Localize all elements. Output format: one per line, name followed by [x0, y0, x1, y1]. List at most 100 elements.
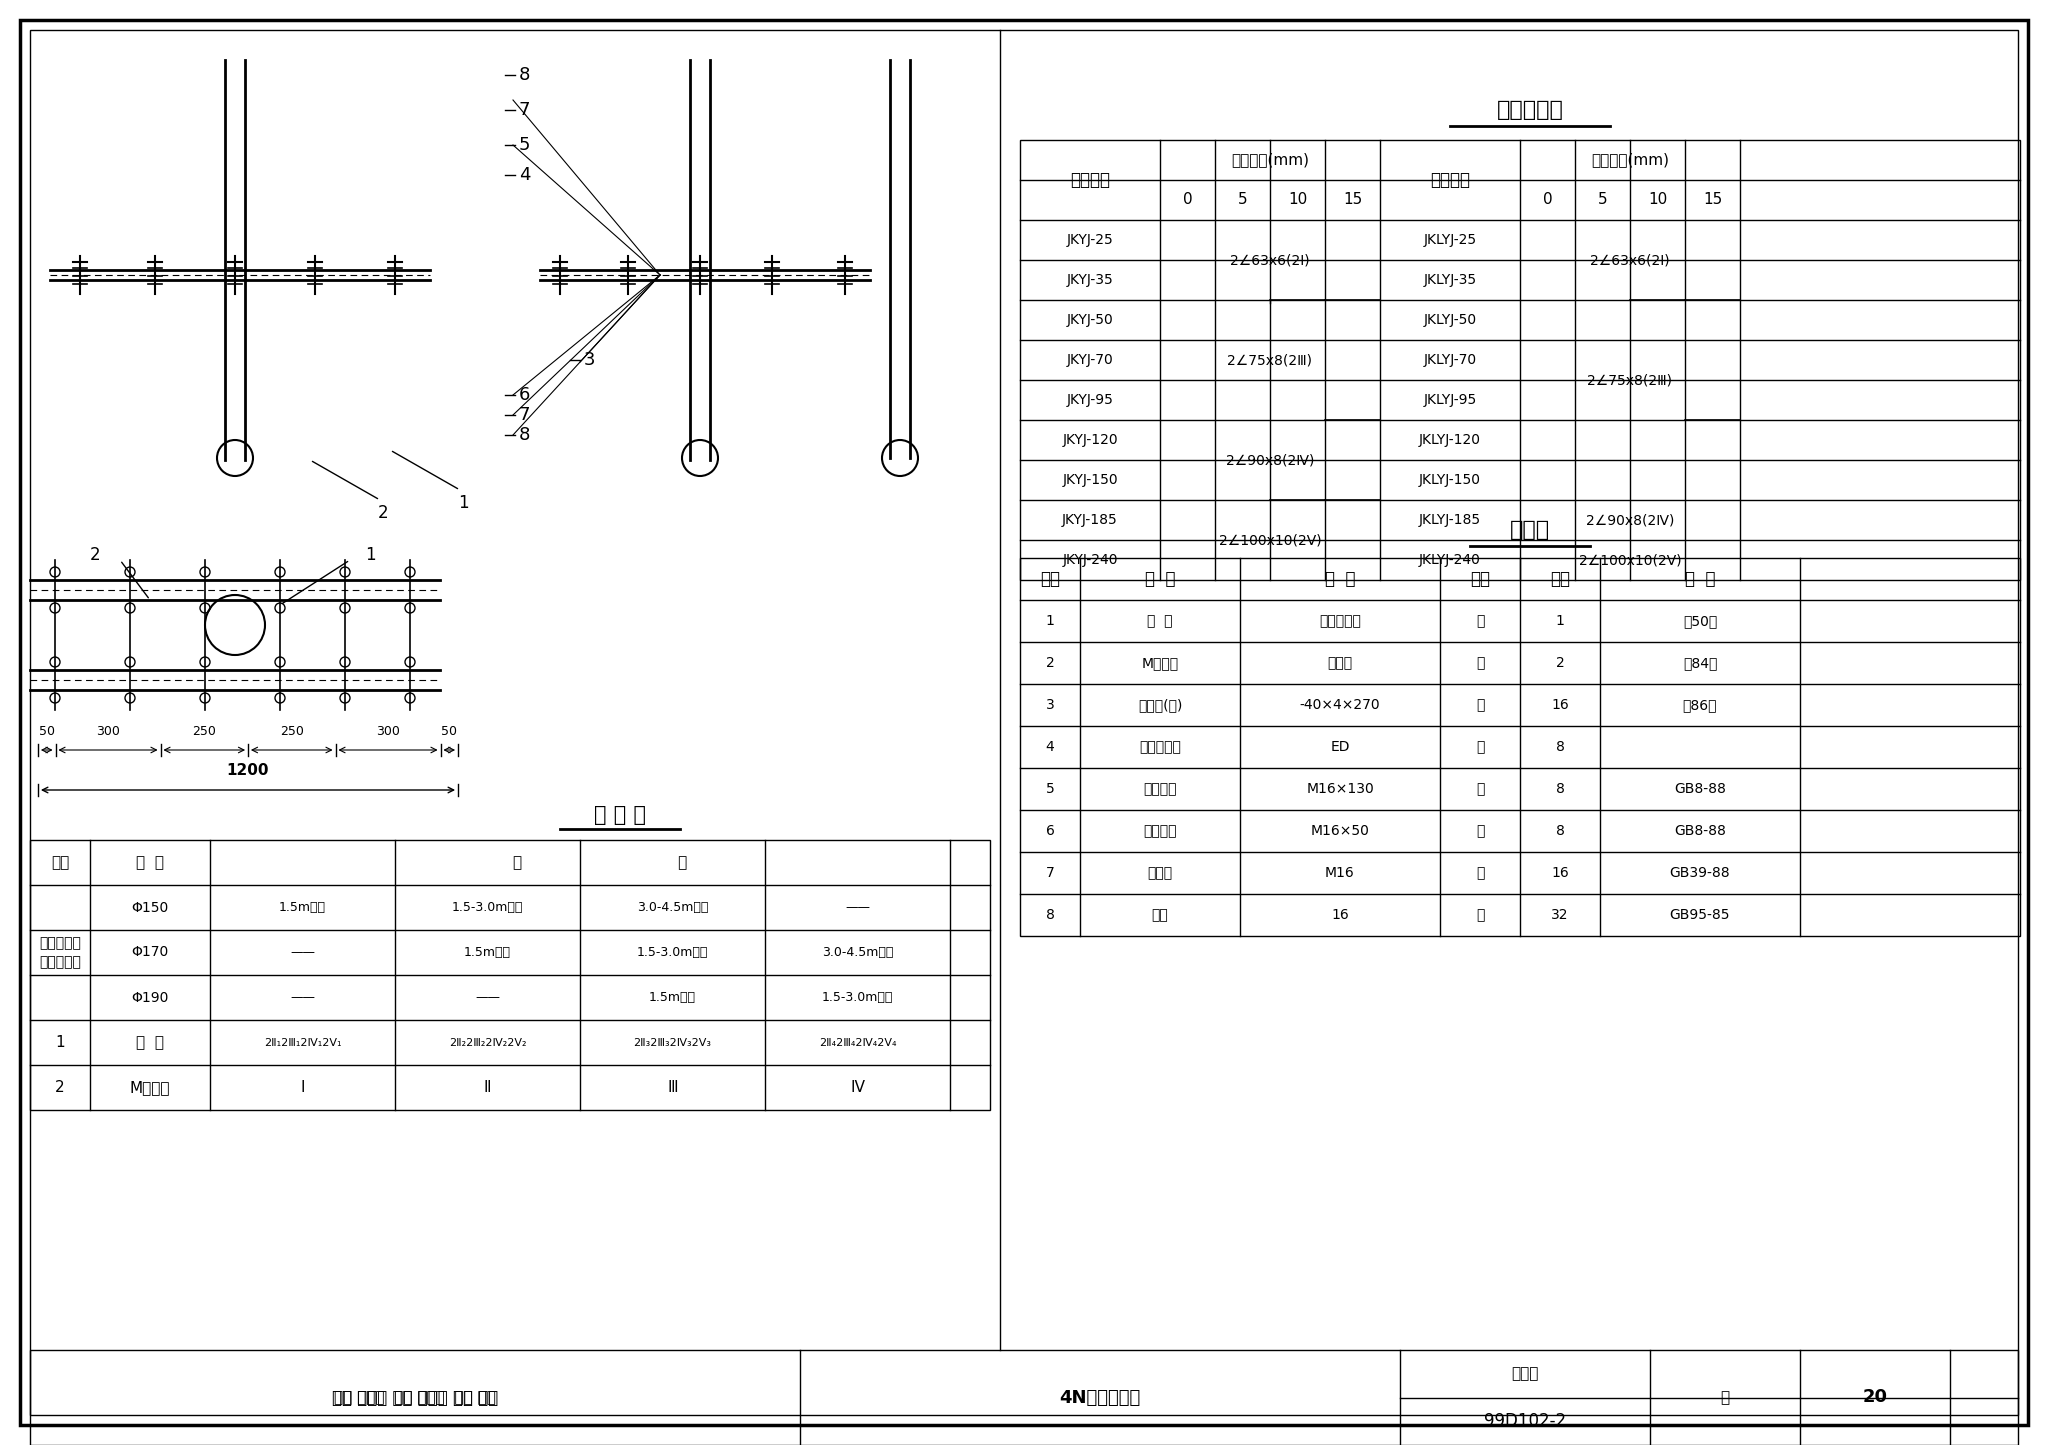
Text: 见左表: 见左表	[1327, 656, 1352, 670]
Text: 10: 10	[1288, 192, 1307, 208]
Bar	[31, 840, 989, 1110]
Text: 块: 块	[1477, 698, 1485, 712]
Text: 序号: 序号	[1040, 569, 1061, 588]
Text: 明细表: 明细表	[1509, 520, 1550, 540]
Text: 方头螺栓: 方头螺栓	[1143, 782, 1178, 796]
Text: 1: 1	[459, 494, 469, 512]
Text: 16: 16	[1331, 907, 1350, 922]
Text: 见50页: 见50页	[1683, 614, 1716, 629]
Text: 覆冰厚度(mm): 覆冰厚度(mm)	[1591, 153, 1669, 168]
Text: 16: 16	[1550, 698, 1569, 712]
Text: 2Ⅱ₄2Ⅲ₄2Ⅳ₄2Ⅴ₄: 2Ⅱ₄2Ⅲ₄2Ⅳ₄2Ⅴ₄	[819, 1038, 897, 1048]
Text: 2∠63x6(2Ⅰ): 2∠63x6(2Ⅰ)	[1589, 253, 1669, 267]
Text: M16: M16	[1325, 866, 1356, 880]
Text: 导线规格: 导线规格	[1430, 171, 1470, 189]
Text: 见86页: 见86页	[1683, 698, 1718, 712]
Text: 5: 5	[1237, 192, 1247, 208]
Text: 图集号: 图集号	[1511, 1367, 1538, 1381]
Text: M形抱铁: M形抱铁	[1141, 656, 1178, 670]
Text: JKYJ-150: JKYJ-150	[1063, 473, 1118, 487]
Text: Φ190: Φ190	[131, 990, 168, 1004]
Text: ——: ——	[846, 902, 870, 915]
Text: 审核 孙天进 校对 杨名柱 设计 石岸: 审核 孙天进 校对 杨名柱 设计 石岸	[332, 1389, 498, 1406]
Text: 3.0-4.5m以内: 3.0-4.5m以内	[821, 946, 893, 959]
Text: 个: 个	[1477, 907, 1485, 922]
Text: 3.0-4.5m以内: 3.0-4.5m以内	[637, 902, 709, 915]
Text: 个: 个	[1477, 866, 1485, 880]
Text: 名  称: 名 称	[135, 855, 164, 870]
Text: 1: 1	[365, 546, 375, 564]
Text: 7: 7	[518, 101, 530, 118]
Text: M形抱铁: M形抱铁	[129, 1079, 170, 1095]
Text: 3: 3	[584, 351, 596, 368]
Bar	[1020, 558, 2019, 936]
Text: 2: 2	[1047, 656, 1055, 670]
Text: 8: 8	[518, 66, 530, 84]
Text: JKLYJ-95: JKLYJ-95	[1423, 393, 1477, 407]
Text: 2∠75x8(2Ⅲ): 2∠75x8(2Ⅲ)	[1227, 353, 1313, 367]
Text: 2∠100x10(2Ⅴ): 2∠100x10(2Ⅴ)	[1579, 553, 1681, 566]
Text: JKYJ-50: JKYJ-50	[1067, 314, 1114, 327]
Text: 2Ⅱ₃2Ⅲ₃2Ⅳ₃2Ⅴ₃: 2Ⅱ₃2Ⅲ₃2Ⅳ₃2Ⅴ₃	[633, 1038, 711, 1048]
Text: 1.5m以内: 1.5m以内	[465, 946, 512, 959]
Text: 99D102-2: 99D102-2	[1485, 1412, 1567, 1431]
Text: ——: ——	[475, 991, 500, 1004]
Text: 2: 2	[379, 504, 389, 522]
Bar	[31, 1350, 2017, 1445]
Text: 1200: 1200	[227, 763, 268, 777]
Text: JKYJ-240: JKYJ-240	[1063, 553, 1118, 566]
Text: 2∠90x8(2Ⅳ): 2∠90x8(2Ⅳ)	[1585, 513, 1673, 527]
Text: 名  称: 名 称	[1145, 569, 1176, 588]
Text: JKLYJ-50: JKLYJ-50	[1423, 314, 1477, 327]
Text: GB95-85: GB95-85	[1669, 907, 1731, 922]
Text: ——: ——	[291, 991, 315, 1004]
Text: 8: 8	[1047, 907, 1055, 922]
Text: 2: 2	[1556, 656, 1565, 670]
Text: 32: 32	[1550, 907, 1569, 922]
Text: JKYJ-35: JKYJ-35	[1067, 273, 1114, 288]
Text: -40×4×270: -40×4×270	[1300, 698, 1380, 712]
Text: 见上、左表: 见上、左表	[1319, 614, 1362, 629]
Text: 蝶式绝缘子: 蝶式绝缘子	[1139, 740, 1182, 754]
Text: 附  注: 附 注	[1686, 569, 1716, 588]
Text: 2Ⅱ₁2Ⅲ₁2Ⅳ₁2Ⅴ₁: 2Ⅱ₁2Ⅲ₁2Ⅳ₁2Ⅴ₁	[264, 1038, 342, 1048]
Text: JKYJ-95: JKYJ-95	[1067, 393, 1114, 407]
Text: 铁拉板(一): 铁拉板(一)	[1139, 698, 1182, 712]
Text: 覆冰厚度(mm): 覆冰厚度(mm)	[1231, 153, 1309, 168]
Text: 横担选择表: 横担选择表	[1497, 100, 1563, 120]
Text: 300: 300	[96, 725, 121, 738]
Text: Ⅳ: Ⅳ	[850, 1079, 864, 1095]
Text: 2∠100x10(2Ⅴ): 2∠100x10(2Ⅴ)	[1219, 533, 1321, 548]
Text: 300: 300	[377, 725, 399, 738]
Text: JKYJ-25: JKYJ-25	[1067, 233, 1114, 247]
Text: 250: 250	[281, 725, 303, 738]
Text: 2∠63x6(2Ⅰ): 2∠63x6(2Ⅰ)	[1231, 253, 1311, 267]
Text: 审核 孙天进  校对 杨名柱  设计 石岸: 审核 孙天进 校对 杨名柱 设计 石岸	[334, 1390, 496, 1405]
Text: 0: 0	[1182, 192, 1192, 208]
Text: 2Ⅱ₂2Ⅲ₂2Ⅳ₂2Ⅴ₂: 2Ⅱ₂2Ⅲ₂2Ⅳ₂2Ⅴ₂	[449, 1038, 526, 1048]
Text: Ⅱ: Ⅱ	[483, 1079, 492, 1095]
Text: 4N横担组装图: 4N横担组装图	[1059, 1389, 1141, 1406]
Text: JKLYJ-25: JKLYJ-25	[1423, 233, 1477, 247]
Text: 1.5-3.0m以内: 1.5-3.0m以内	[637, 946, 709, 959]
Text: 7: 7	[518, 406, 530, 423]
Text: 横  担: 横 担	[1147, 614, 1174, 629]
Text: 导线规格: 导线规格	[1069, 171, 1110, 189]
Text: 250: 250	[193, 725, 217, 738]
Text: Φ170: Φ170	[131, 945, 168, 959]
Text: JKYJ-120: JKYJ-120	[1063, 434, 1118, 447]
Text: 2: 2	[55, 1079, 66, 1095]
Text: 5: 5	[1047, 782, 1055, 796]
Text: 50: 50	[39, 725, 55, 738]
Text: 20: 20	[1862, 1389, 1888, 1406]
Text: 5: 5	[518, 136, 530, 155]
Text: 规  格: 规 格	[1325, 569, 1356, 588]
Text: 见84页: 见84页	[1683, 656, 1716, 670]
Text: 1: 1	[1047, 614, 1055, 629]
Text: 8: 8	[1556, 782, 1565, 796]
Text: Φ150: Φ150	[131, 900, 168, 915]
Text: 0: 0	[1542, 192, 1552, 208]
Text: 数量: 数量	[1550, 569, 1571, 588]
Text: 7: 7	[1047, 866, 1055, 880]
Text: 横  担: 横 担	[135, 1035, 164, 1051]
